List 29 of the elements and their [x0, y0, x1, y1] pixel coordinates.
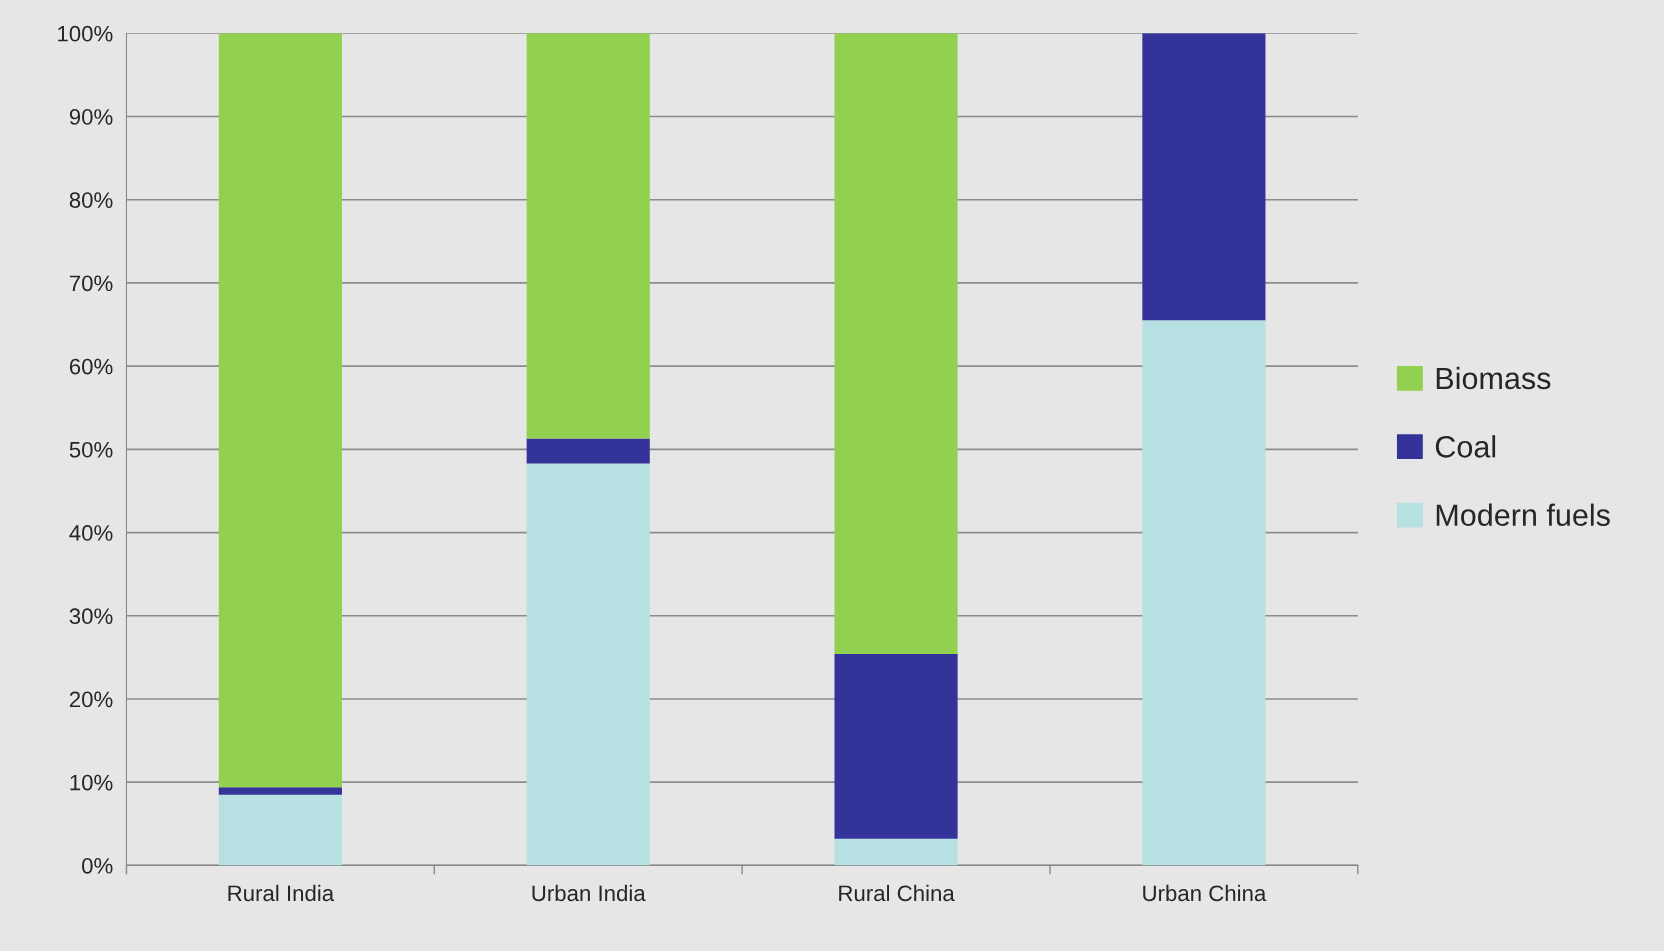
- y-tick-label: 90%: [69, 109, 113, 125]
- bar: [834, 838, 958, 866]
- x-tick-label: Rural India: [228, 884, 335, 902]
- bar: [834, 33, 958, 655]
- y-tick-label: 20%: [69, 691, 113, 708]
- legend-label: Coal: [1435, 435, 1496, 458]
- y-tick-label: 80%: [69, 192, 113, 208]
- y-tick-label: 30%: [69, 608, 113, 625]
- bar: [526, 438, 650, 464]
- legend-label: Modern fuels: [1436, 503, 1610, 526]
- x-tick-label: Urban India: [532, 884, 646, 902]
- bar: [1142, 320, 1266, 866]
- x-tick-label: Urban China: [1143, 884, 1267, 902]
- y-tick-label: 10%: [70, 774, 113, 791]
- y-tick-label: 100%: [58, 25, 113, 42]
- y-tick-label: 50%: [69, 441, 113, 458]
- x-tick-label: Rural China: [839, 884, 955, 902]
- bar: [218, 787, 342, 795]
- legend-label: Biomass: [1436, 366, 1551, 390]
- bar: [834, 654, 958, 839]
- y-tick-label: 40%: [69, 525, 113, 541]
- bar: [526, 33, 650, 439]
- bar: [218, 33, 342, 788]
- y-tick-label: 0%: [82, 857, 113, 874]
- y-tick-label: 60%: [69, 358, 113, 375]
- bar: [1142, 33, 1266, 321]
- y-tick-label: 70%: [69, 275, 113, 292]
- bar: [526, 463, 650, 866]
- bar: [218, 794, 342, 866]
